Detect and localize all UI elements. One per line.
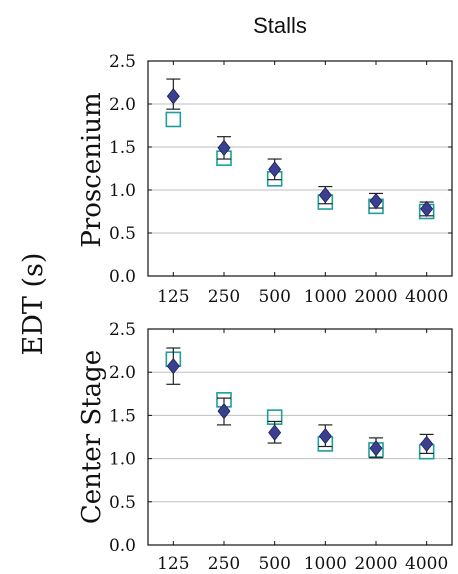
center-stage-panel: 0.0 0.5 1.0 1.5 2.0 2.5 125 250 500 1000 2000 4000 C… xyxy=(77,320,453,574)
x-tick-label: 4000 xyxy=(405,287,448,307)
x-tick-label: 500 xyxy=(258,554,290,574)
diamond-marker xyxy=(369,193,383,210)
diamond-marker xyxy=(217,402,231,420)
y-tick-label: 1.0 xyxy=(109,450,136,470)
panel-label: Proscenium xyxy=(77,92,107,247)
figure-ylabel: EDT (s) xyxy=(18,253,49,356)
y-tick-label: 2.5 xyxy=(109,320,136,340)
y-tick-label: 1.0 xyxy=(109,181,136,201)
y-tick-label: 1.5 xyxy=(109,138,136,158)
diamond-marker xyxy=(166,88,180,105)
diamond-marker xyxy=(166,358,180,375)
x-tick-label: 250 xyxy=(208,287,240,307)
square-marker xyxy=(165,111,182,128)
plot-frame xyxy=(147,328,453,546)
figure-title: Stalls xyxy=(253,13,307,38)
diamond-marker xyxy=(420,435,434,453)
x-tick-label: 4000 xyxy=(405,554,448,574)
x-tick-label: 125 xyxy=(157,287,189,307)
x-tick-label: 250 xyxy=(208,554,240,574)
diamond-marker xyxy=(318,187,332,204)
diamond-marker xyxy=(217,139,231,157)
y-tick-label: 1.5 xyxy=(109,406,136,426)
diamond-marker xyxy=(268,424,282,441)
y-tick-label: 0.5 xyxy=(109,493,136,513)
x-tick-label: 500 xyxy=(258,287,290,307)
y-tick-label: 0.0 xyxy=(109,267,136,287)
x-tick-label: 1000 xyxy=(304,287,347,307)
diamond-marker xyxy=(318,427,332,445)
x-tick-label: 2000 xyxy=(354,554,397,574)
proscenium-panel: 0.0 0.5 1.0 1.5 2.0 2.5 125 250 500 1000 2000 4000 P… xyxy=(77,52,453,307)
y-tick-label: 2.0 xyxy=(109,95,136,115)
diamond-marker xyxy=(369,440,383,457)
x-tick-label: 1000 xyxy=(304,554,347,574)
y-tick-label: 2.0 xyxy=(109,363,136,383)
y-tick-label: 0.5 xyxy=(109,224,136,244)
x-tick-label: 125 xyxy=(157,554,189,574)
y-tick-label: 0.0 xyxy=(109,536,136,556)
panel-label: Center Stage xyxy=(77,350,107,524)
diamond-marker xyxy=(268,161,282,178)
x-tick-label: 2000 xyxy=(354,287,397,307)
plot-frame xyxy=(147,60,453,277)
y-tick-label: 2.5 xyxy=(109,52,136,72)
diamond-marker xyxy=(420,200,434,218)
